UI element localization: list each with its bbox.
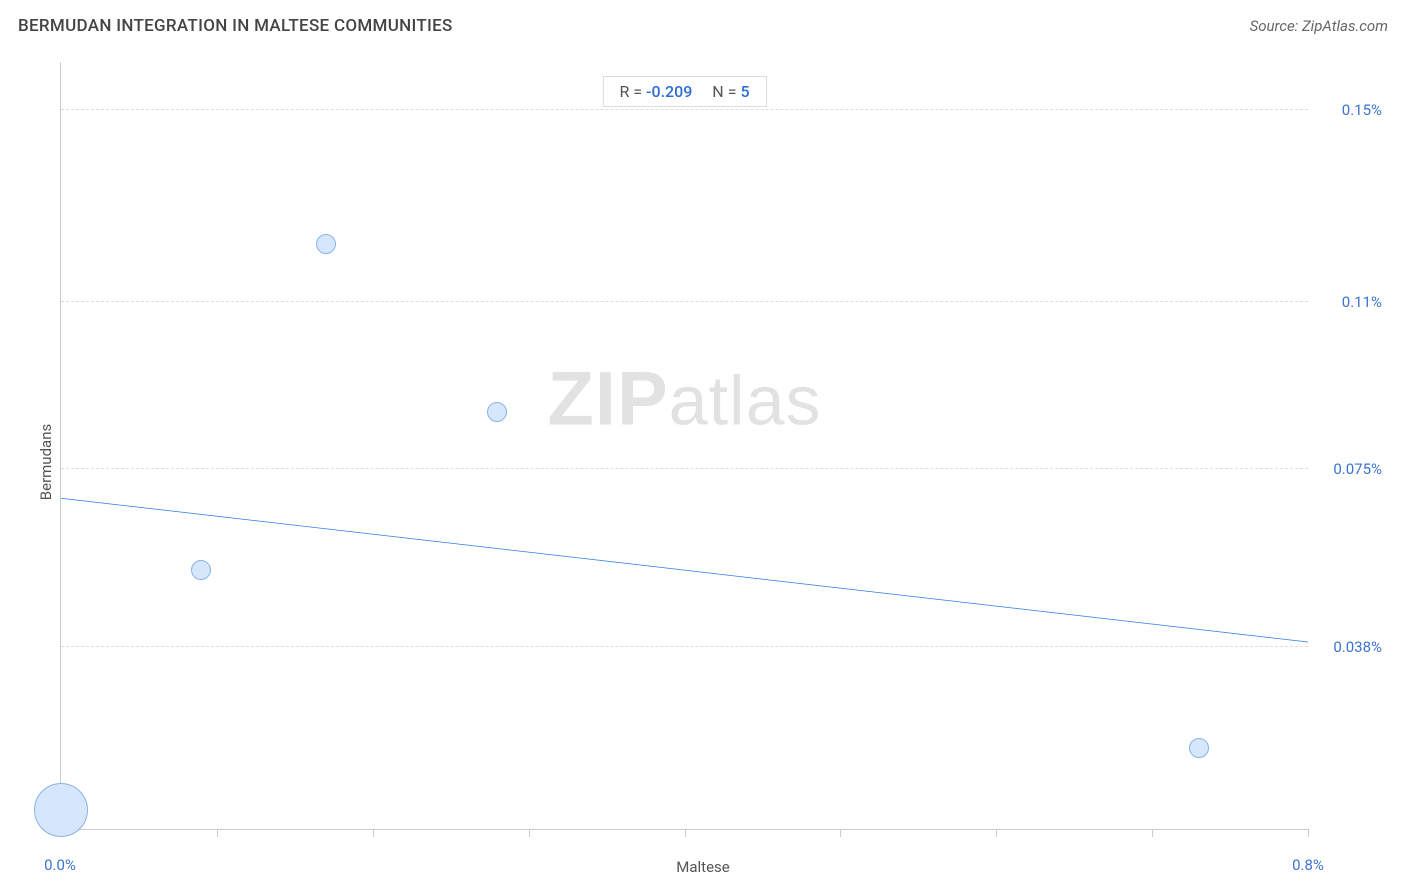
y-tick-label: 0.038%: [1314, 638, 1382, 656]
y-tick-label: 0.075%: [1314, 460, 1382, 478]
x-tick: [840, 829, 841, 837]
gridline: [61, 468, 1308, 469]
gridline: [61, 301, 1308, 302]
stat-n-label: N =: [712, 82, 736, 101]
stat-n-value: 5: [740, 82, 749, 101]
x-tick: [685, 829, 686, 837]
x-tick: [996, 829, 997, 837]
stat-n: N = 5: [712, 82, 749, 101]
x-tick: [529, 829, 530, 837]
stat-r-label: R =: [619, 82, 642, 101]
x-tick: [1308, 829, 1309, 837]
chart-header: BERMUDAN INTEGRATION IN MALTESE COMMUNIT…: [18, 16, 1388, 36]
stat-r: R = -0.209: [619, 82, 692, 101]
trend-line-svg: [61, 62, 1308, 829]
y-tick-label: 0.11%: [1314, 293, 1382, 311]
plot-area: R = -0.209 N = 5 ZIPatlas 0.038%0.075%0.…: [60, 62, 1308, 830]
trend-line: [61, 498, 1308, 642]
chart-title: BERMUDAN INTEGRATION IN MALTESE COMMUNIT…: [18, 16, 453, 36]
x-tick: [373, 829, 374, 837]
y-axis-label: Bermudans: [37, 424, 55, 500]
chart-container: Bermudans Maltese R = -0.209 N = 5 ZIPat…: [18, 50, 1388, 874]
data-point: [487, 402, 507, 422]
x-tick-label-max: 0.8%: [1292, 856, 1324, 874]
x-axis-label: Maltese: [676, 858, 729, 876]
x-tick: [217, 829, 218, 837]
x-tick: [1152, 829, 1153, 837]
data-point: [34, 783, 88, 837]
gridline: [61, 109, 1308, 110]
chart-source: Source: ZipAtlas.com: [1250, 17, 1388, 35]
gridline: [61, 646, 1308, 647]
y-tick-label: 0.15%: [1314, 101, 1382, 119]
x-tick-label-min: 0.0%: [44, 856, 76, 874]
stat-r-value: -0.209: [646, 82, 692, 101]
data-point: [316, 234, 336, 254]
stats-box: R = -0.209 N = 5: [602, 76, 766, 107]
watermark: ZIPatlas: [547, 356, 821, 443]
data-point: [191, 560, 211, 580]
watermark-zip: ZIP: [547, 357, 668, 442]
data-point: [1189, 738, 1209, 758]
watermark-atlas: atlas: [669, 362, 822, 440]
